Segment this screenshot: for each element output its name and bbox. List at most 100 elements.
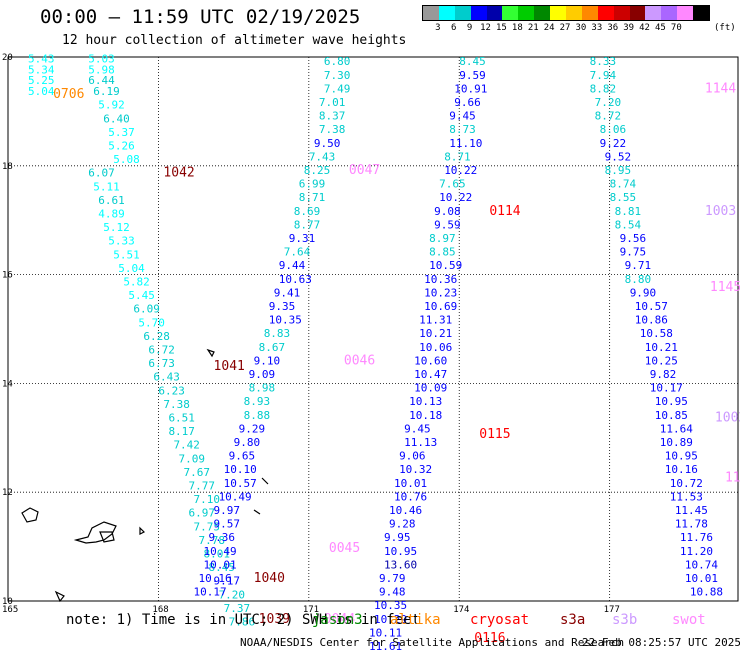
wave-height-value: 8.88 bbox=[244, 409, 271, 422]
wave-height-value: 7.77 bbox=[188, 479, 215, 492]
pass-time-label: 0116 bbox=[474, 631, 505, 646]
wave-height-value: 10.57 bbox=[635, 300, 668, 313]
wave-height-value: 8.82 bbox=[590, 82, 617, 95]
legend-swatch bbox=[438, 6, 455, 20]
wave-height-value: 7.09 bbox=[178, 452, 205, 465]
wave-height-value: 10.35 bbox=[269, 314, 302, 327]
wave-height-value: 7.30 bbox=[324, 69, 351, 82]
wave-height-value: 7.01 bbox=[319, 96, 346, 109]
legend-label: 36 bbox=[607, 23, 619, 33]
wave-height-value: 5.25 bbox=[28, 74, 55, 87]
wave-height-value: 8.33 bbox=[590, 55, 617, 68]
wave-height-value: 6.61 bbox=[98, 194, 125, 207]
wave-height-value: 8.25 bbox=[304, 164, 331, 177]
wave-height-value: 9.56 bbox=[620, 232, 647, 245]
wave-height-value: 9.17 bbox=[214, 575, 241, 588]
wave-height-value: 5.45 bbox=[128, 289, 155, 302]
y-tick-label: 18 bbox=[2, 162, 13, 172]
wave-height-value: 7.86 bbox=[229, 615, 256, 628]
wave-height-value: 9.06 bbox=[399, 450, 426, 463]
wave-height-value: 8.85 bbox=[429, 246, 456, 259]
wave-height-value: 9.57 bbox=[214, 518, 241, 531]
legend-label: 42 bbox=[639, 23, 650, 33]
wave-height-value: 10.13 bbox=[409, 395, 442, 408]
wave-height-value: 9.65 bbox=[229, 450, 256, 463]
wave-height-value: 7.42 bbox=[173, 439, 200, 452]
wave-height-value: 6.72 bbox=[148, 343, 175, 356]
wave-height-value: 10.29 bbox=[374, 613, 407, 626]
wave-height-value: 7.75 bbox=[194, 520, 221, 533]
legend-swatch bbox=[423, 6, 439, 20]
wave-height-value: 7.43 bbox=[309, 150, 336, 163]
wave-height-value: 9.36 bbox=[209, 531, 236, 544]
wave-height-value: 5.04 bbox=[118, 262, 145, 275]
wave-height-value: 5.12 bbox=[103, 221, 130, 234]
pass-time-label: 0045 bbox=[329, 541, 360, 556]
wave-height-value: 9.29 bbox=[239, 422, 265, 435]
wave-height-value: 10.89 bbox=[660, 436, 693, 449]
wave-height-value: 9.45 bbox=[449, 110, 476, 123]
y-tick-label: 10 bbox=[2, 597, 13, 607]
legend-label: 9 bbox=[466, 23, 473, 33]
pass-time-label: 0115 bbox=[479, 427, 510, 442]
satellite-legend-s3b: s3b bbox=[612, 612, 638, 628]
wave-height-value: 10.91 bbox=[454, 82, 487, 95]
legend-label: 70 bbox=[670, 23, 682, 33]
satellite-legend-swot: swot bbox=[672, 612, 706, 628]
wave-height-value: 9.52 bbox=[605, 150, 632, 163]
y-tick-label: 20 bbox=[2, 53, 13, 63]
pass-time-label: 1146 bbox=[725, 470, 740, 485]
wave-height-value: 11.53 bbox=[670, 490, 703, 503]
wave-height-value: 6.07 bbox=[88, 167, 115, 180]
island-outline bbox=[99, 531, 115, 543]
wave-height-value: 7.67 bbox=[183, 466, 210, 479]
wave-height-value: 6.44 bbox=[88, 74, 115, 87]
x-tick-label: 168 bbox=[152, 605, 168, 615]
wave-height-value: 11.76 bbox=[680, 531, 713, 544]
legend-swatch bbox=[581, 6, 598, 20]
wave-height-value: 7.49 bbox=[324, 82, 351, 95]
pass-time-label: 0706 bbox=[53, 87, 84, 102]
wave-height-value: 8.93 bbox=[244, 395, 271, 408]
wave-height-value: 5.03 bbox=[88, 52, 115, 65]
legend-swatch bbox=[486, 6, 503, 20]
wave-height-value: 10.59 bbox=[429, 259, 462, 272]
legend-label: 12 bbox=[480, 23, 491, 33]
legend-swatch bbox=[534, 6, 551, 20]
island-outline bbox=[54, 590, 65, 603]
wave-height-value: 8.01 bbox=[204, 547, 231, 560]
wave-height-value: 10.16 bbox=[665, 463, 698, 476]
wave-height-value: 8.98 bbox=[249, 382, 276, 395]
x-tick-label: 165 bbox=[2, 605, 18, 615]
wave-height-value: 10.22 bbox=[444, 164, 477, 177]
wave-height-value: 13.60 bbox=[384, 558, 417, 571]
legend-swatch bbox=[645, 6, 662, 20]
wave-height-value: 6.23 bbox=[158, 384, 185, 397]
satellite-legend-s3a: s3a bbox=[560, 612, 586, 628]
wave-height-value: 11.45 bbox=[675, 504, 708, 517]
wave-height-value: 10.49 bbox=[204, 545, 237, 558]
legend-swatch bbox=[566, 6, 582, 20]
wave-height-value: 10.17 bbox=[194, 586, 227, 599]
wave-height-value: 9.95 bbox=[384, 531, 411, 544]
wave-height-value: 11.61 bbox=[369, 640, 402, 650]
wave-height-value: 10.01 bbox=[394, 477, 427, 490]
wave-height-value: 10.95 bbox=[665, 450, 698, 463]
wave-height-value: 6.28 bbox=[143, 330, 170, 343]
wave-height-value: 9.28 bbox=[389, 518, 416, 531]
wave-height-value: 5.43 bbox=[28, 52, 55, 65]
wave-height-value: 5.33 bbox=[108, 235, 135, 248]
wave-height-value: 8.73 bbox=[449, 123, 476, 136]
legend-swatch bbox=[502, 6, 519, 20]
satellite-legend-altika: altika bbox=[390, 612, 441, 628]
wave-height-value: 9.10 bbox=[254, 354, 281, 367]
island-outline bbox=[206, 348, 215, 358]
footer-credit: NOAA/NESDIS Center for Satellite Applica… bbox=[240, 636, 625, 649]
wave-height-value: 8.67 bbox=[259, 341, 286, 354]
wave-height-value: 9.80 bbox=[234, 436, 261, 449]
wave-height-value: 8.71 bbox=[444, 150, 471, 163]
pass-time-label: 1145 bbox=[710, 280, 740, 295]
wave-height-value: 10.86 bbox=[635, 314, 668, 327]
island-outline bbox=[139, 526, 146, 535]
